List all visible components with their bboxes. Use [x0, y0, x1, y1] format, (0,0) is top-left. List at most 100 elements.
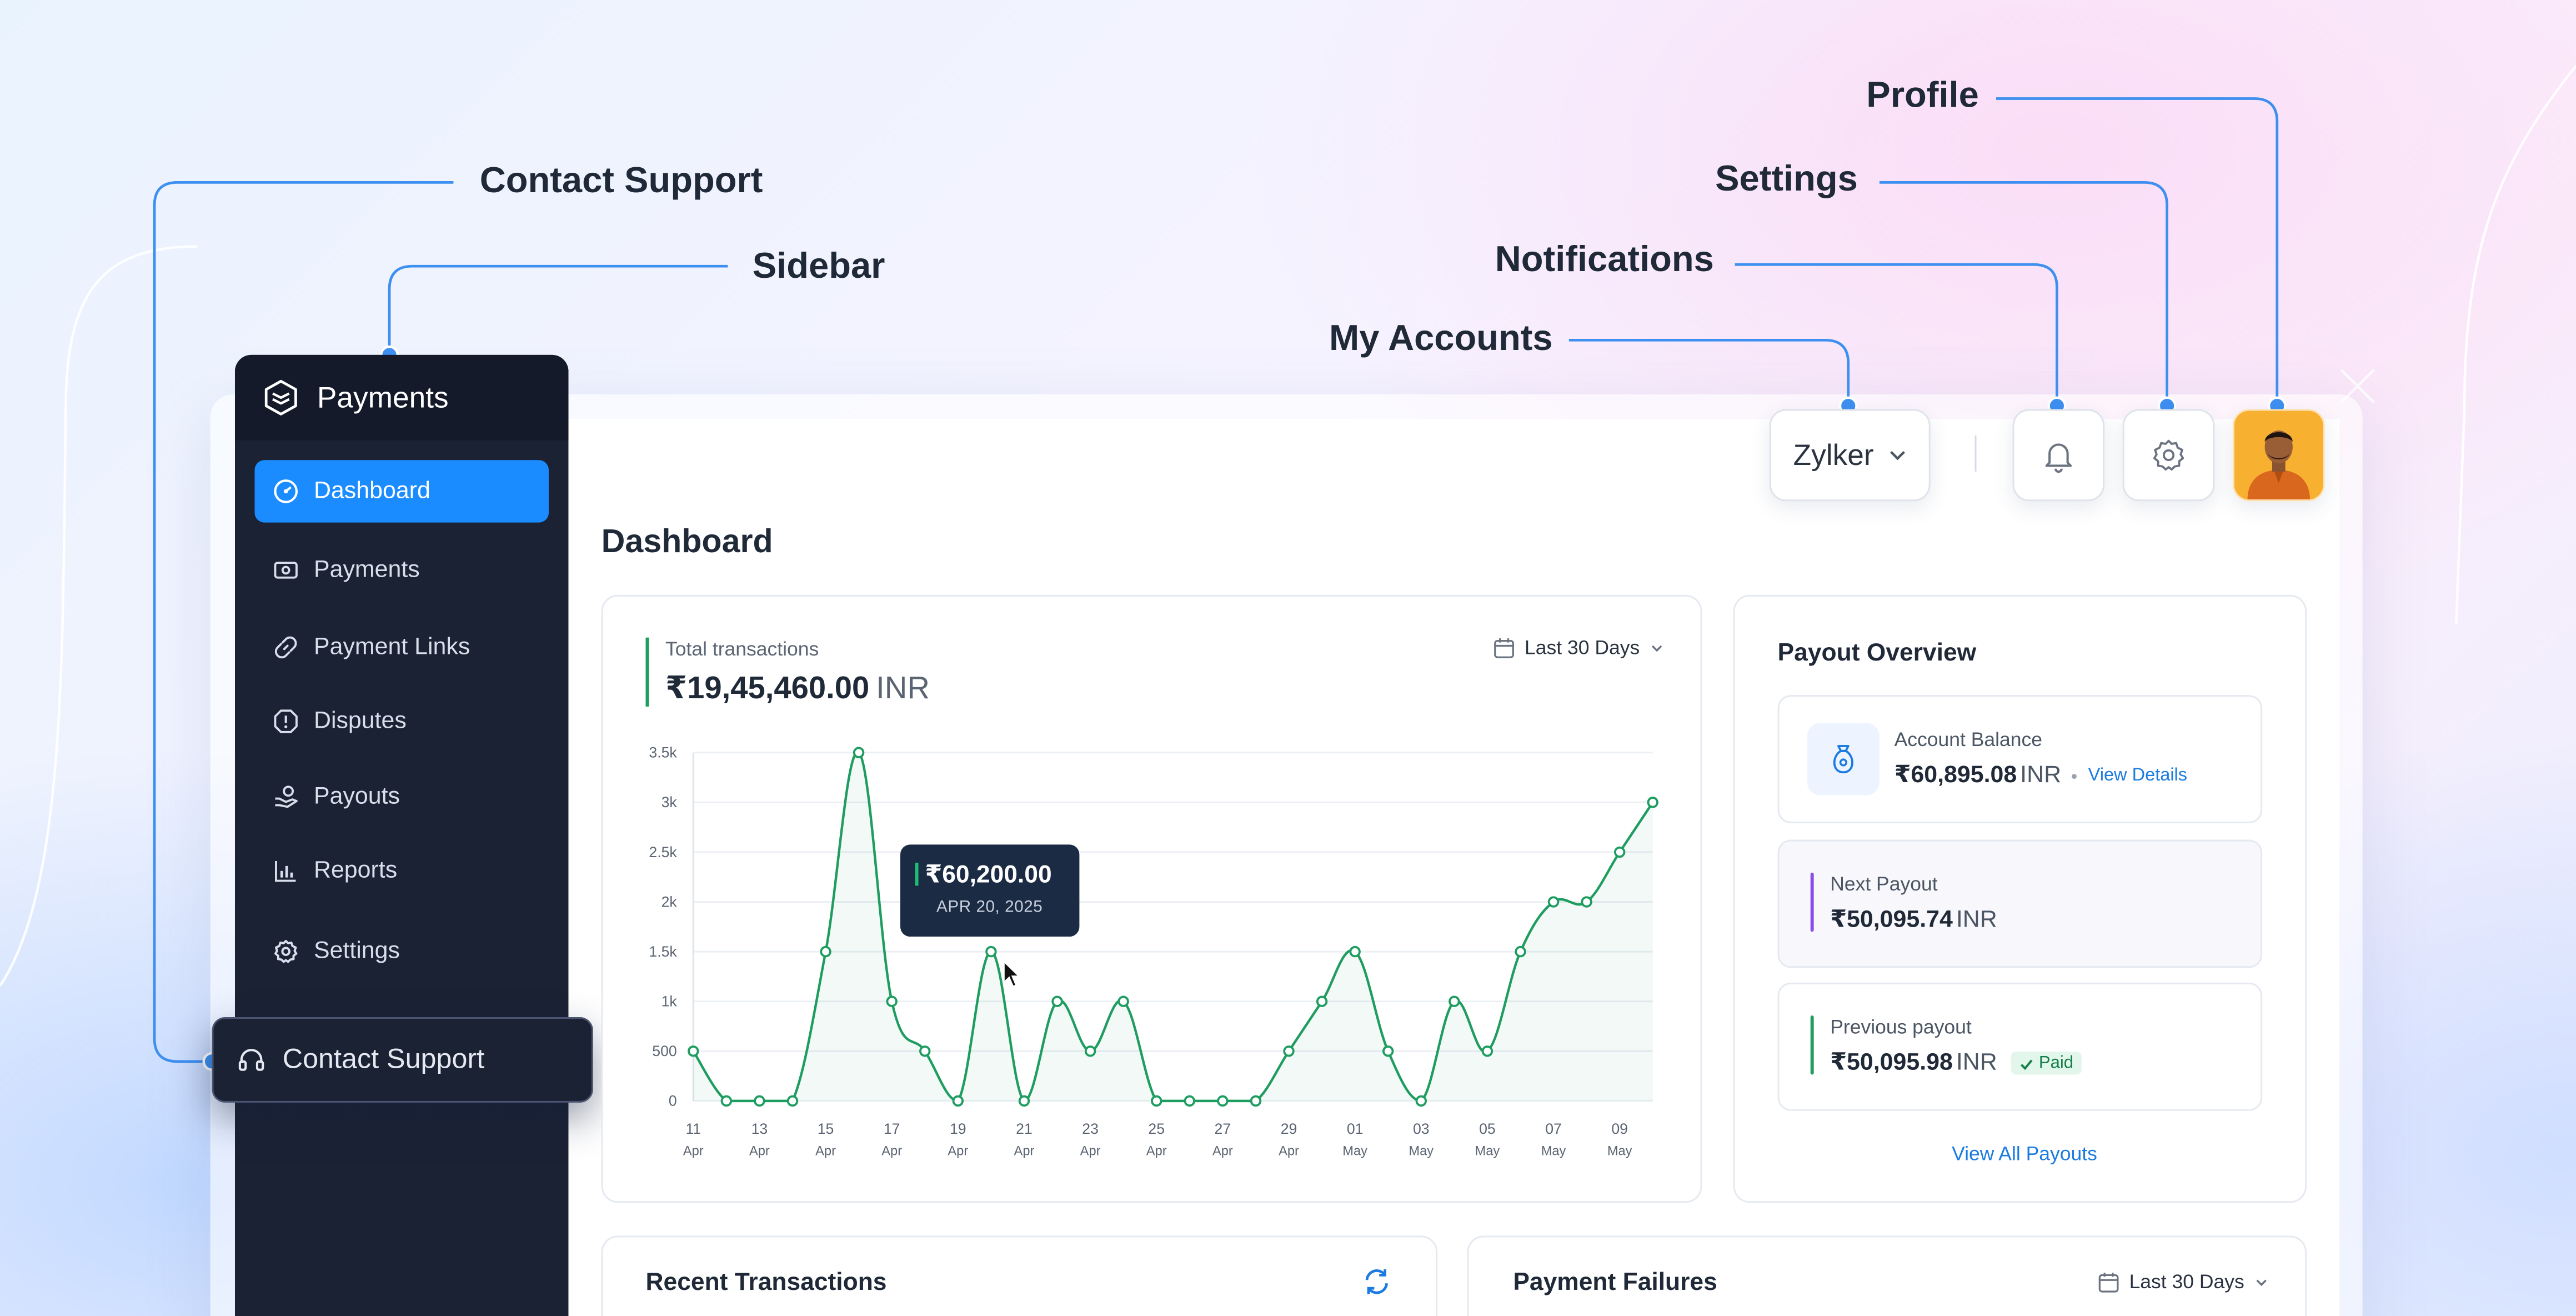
sidebar-item-label: Dashboard — [313, 478, 430, 505]
data-point — [1084, 1045, 1096, 1057]
y-tick-label: 2k — [661, 893, 678, 910]
data-point — [1283, 1045, 1295, 1057]
data-point — [1184, 1095, 1196, 1107]
notifications-button[interactable] — [2012, 409, 2105, 502]
next-payout-unit: INR — [1956, 907, 1997, 934]
series-area — [693, 752, 1653, 1101]
x-tick-month-label: Apr — [1146, 1144, 1167, 1158]
sidebar-item-payments[interactable]: Payments — [254, 539, 548, 601]
x-tick-label: 05 — [1479, 1120, 1496, 1137]
data-point — [1382, 1045, 1394, 1057]
settings-button[interactable] — [2122, 409, 2215, 502]
chevron-down-icon — [2256, 1279, 2267, 1285]
sidebar-item-settings[interactable]: Settings — [254, 920, 548, 982]
data-point — [1415, 1095, 1427, 1107]
x-tick-month-label: May — [1607, 1144, 1632, 1158]
page-title: Dashboard — [601, 524, 773, 561]
data-point — [1051, 995, 1063, 1007]
data-point — [1547, 896, 1560, 908]
transactions-line-chart: 0 500 1k 1.5k 2k 2.5k 3k 3.5k 11 Apr 13 Apr 15 Apr 17 A… — [649, 744, 1658, 1158]
payments-logo-icon — [264, 379, 297, 416]
data-point — [1151, 1095, 1162, 1107]
chevron-down-icon — [1652, 644, 1662, 651]
sidebar-item-reports[interactable]: Reports — [254, 840, 548, 902]
next-payout-value: ₹50,095.74 INR — [1830, 907, 1997, 933]
chevron-down-icon — [1889, 451, 1905, 461]
data-point — [1449, 995, 1460, 1007]
sidebar: Payments Dashboard Payments Payment Link… — [234, 354, 569, 1316]
account-balance-unit: INR — [2020, 762, 2062, 789]
previous-payout-amount: ₹50,095.98 — [1830, 1050, 1953, 1077]
callout-profile: Profile — [1866, 74, 1979, 116]
payment-failures-card — [1467, 1235, 2307, 1316]
callout-sidebar: Sidebar — [752, 244, 885, 286]
sidebar-item-disputes[interactable]: Disputes — [254, 690, 548, 752]
sidebar-item-payment-links[interactable]: Payment Links — [254, 616, 548, 678]
sidebar-item-label: Reports — [313, 858, 398, 884]
gear-icon — [274, 939, 298, 963]
dashboard-icon — [274, 479, 298, 503]
separator-dot — [2072, 774, 2077, 779]
x-tick-label: 03 — [1413, 1120, 1430, 1137]
previous-payout-label: Previous payout — [1830, 1015, 1972, 1039]
callout-notifications: Notifications — [1495, 238, 1714, 279]
total-accent-bar — [645, 637, 649, 707]
payments-icon — [274, 562, 298, 579]
sidebar-header: Payments — [234, 354, 569, 441]
account-balance-box: Account Balance ₹60,895.08 INR View Detai… — [1777, 695, 2263, 823]
hand-coin-icon — [275, 785, 298, 808]
next-payout-accent — [1810, 872, 1814, 932]
data-point — [919, 1045, 931, 1057]
sidebar-item-label: Payment Links — [313, 634, 470, 661]
view-details-link[interactable]: View Details — [2088, 765, 2188, 785]
profile-avatar-button[interactable] — [2232, 409, 2325, 502]
view-all-payouts-link[interactable]: View All Payouts — [1952, 1142, 2097, 1165]
x-tick-month-label: Apr — [881, 1144, 902, 1158]
sidebar-item-payouts[interactable]: Payouts — [254, 765, 548, 828]
account-switcher[interactable]: Zylker — [1769, 409, 1931, 502]
x-tick-month-label: Apr — [1014, 1144, 1035, 1158]
sidebar-item-dashboard[interactable]: Dashboard — [254, 460, 549, 523]
bar-chart-icon — [275, 860, 296, 882]
data-point — [720, 1095, 733, 1107]
data-point — [1481, 1045, 1494, 1057]
x-tick-label: 27 — [1215, 1120, 1231, 1137]
x-tick-label: 13 — [751, 1120, 768, 1137]
x-tick-month-label: May — [1342, 1144, 1367, 1158]
contact-support-label: Contact Support — [282, 1043, 485, 1075]
y-tick-label: 2.5k — [649, 844, 677, 860]
data-point — [985, 945, 997, 958]
previous-payout-box: Previous payout ₹50,095.98 INR Paid — [1777, 982, 2263, 1111]
paid-label: Paid — [2038, 1053, 2074, 1073]
sidebar-item-label: Payouts — [313, 783, 400, 810]
y-tick-label: 1.5k — [649, 943, 677, 960]
contact-support-button[interactable]: Contact Support — [212, 1017, 593, 1103]
x-tick-month-label: Apr — [948, 1144, 968, 1158]
failures-range-label: Last 30 Days — [2129, 1270, 2244, 1293]
data-point — [1117, 995, 1129, 1007]
y-tick-label: 3k — [661, 794, 678, 810]
next-payout-amount: ₹50,095.74 — [1830, 907, 1953, 934]
data-point — [886, 995, 898, 1007]
payment-failures-title: Payment Failures — [1513, 1268, 1717, 1297]
x-tick-label: 25 — [1148, 1120, 1165, 1137]
data-point — [820, 945, 831, 958]
headset-icon — [238, 1049, 264, 1071]
refresh-icon[interactable] — [1362, 1267, 1391, 1297]
failures-date-range-select[interactable]: Last 30 Days — [2098, 1270, 2269, 1293]
x-tick-month-label: Apr — [749, 1144, 770, 1158]
check-icon — [2020, 1058, 2033, 1069]
header-divider — [1974, 435, 1977, 472]
money-bag-icon — [1833, 745, 1853, 774]
date-range-select[interactable]: Last 30 Days — [1494, 636, 1665, 659]
x-tick-label: 21 — [1016, 1120, 1033, 1137]
total-transactions-label: Total transactions — [665, 637, 819, 661]
x-tick-month-label: May — [1541, 1144, 1566, 1158]
total-amount: ₹19,45,460.00 — [665, 672, 870, 707]
sidebar-item-label: Disputes — [313, 708, 407, 735]
next-payout-label: Next Payout — [1830, 872, 1938, 896]
calendar-icon — [2098, 1272, 2119, 1292]
previous-payout-value: ₹50,095.98 INR — [1830, 1050, 1997, 1076]
account-balance-amount: ₹60,895.08 — [1894, 762, 2017, 789]
bell-icon — [2045, 443, 2072, 473]
